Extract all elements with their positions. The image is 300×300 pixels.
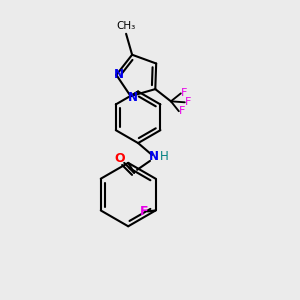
Text: CH₃: CH₃ [116,21,136,31]
Text: F: F [140,205,148,218]
Text: N: N [128,91,138,104]
Text: F: F [181,88,187,98]
Text: N: N [114,68,124,81]
Text: N: N [149,150,159,164]
Text: F: F [184,97,191,107]
Text: F: F [178,106,185,116]
Text: H: H [160,150,168,164]
Text: O: O [114,152,124,165]
